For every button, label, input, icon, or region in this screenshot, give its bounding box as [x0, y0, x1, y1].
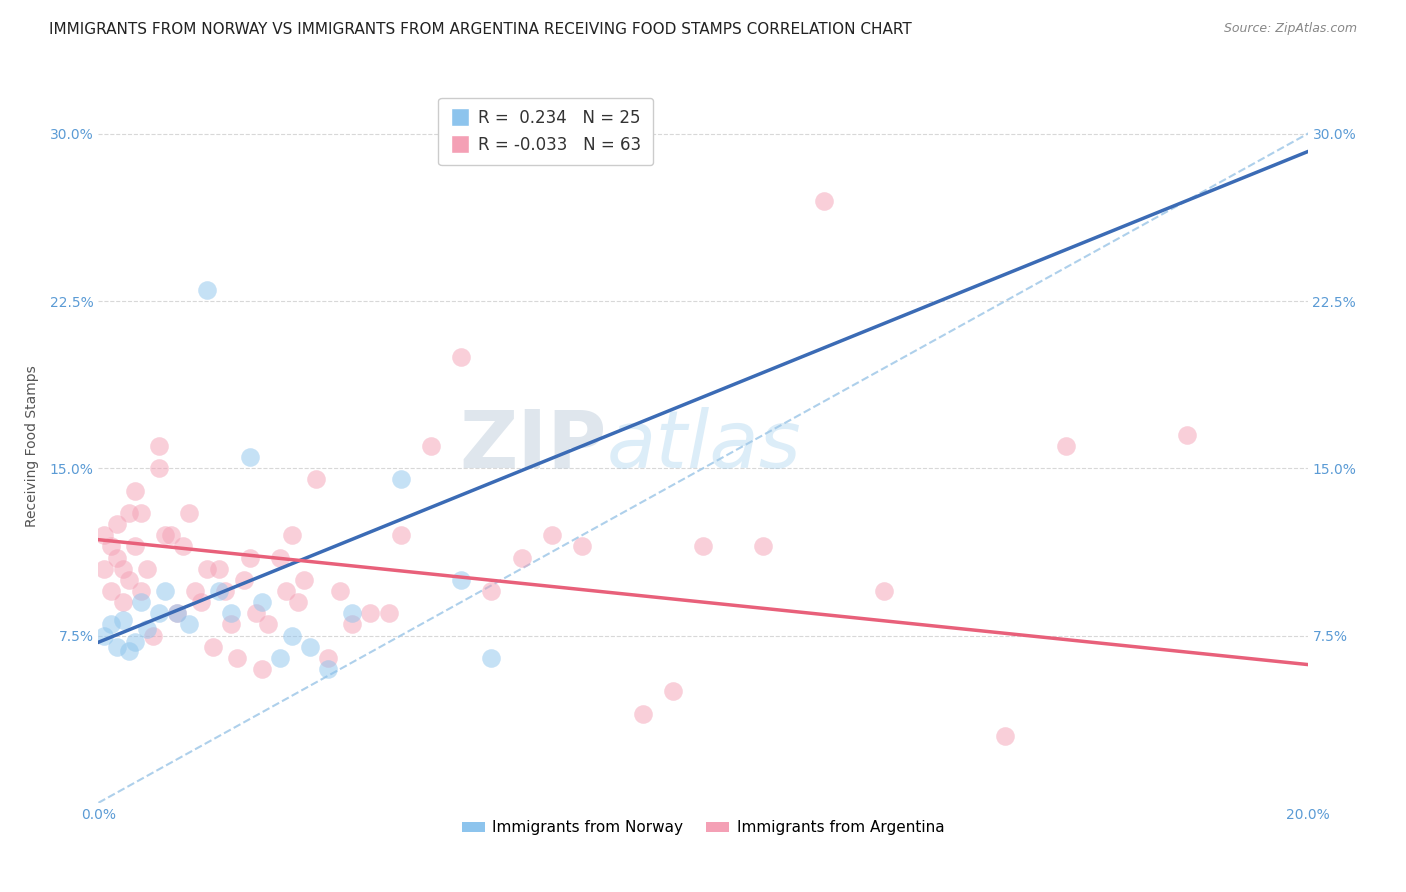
- Point: [208, 562, 231, 576]
- Point: [305, 473, 328, 487]
- Point: [179, 617, 201, 632]
- Point: [329, 583, 352, 598]
- Point: [342, 607, 364, 621]
- Point: [118, 644, 141, 658]
- Point: [100, 617, 122, 632]
- Point: [281, 628, 304, 642]
- Point: [208, 583, 231, 598]
- Point: [292, 573, 315, 587]
- Point: [105, 516, 128, 531]
- Point: [420, 439, 443, 453]
- Point: [93, 528, 115, 542]
- Y-axis label: Receiving Food Stamps: Receiving Food Stamps: [24, 365, 38, 527]
- Point: [250, 662, 273, 676]
- Point: [105, 640, 128, 654]
- Point: [153, 583, 176, 598]
- Point: [299, 640, 322, 654]
- Point: [148, 461, 170, 475]
- Text: ZIP: ZIP: [458, 407, 606, 485]
- Point: [118, 506, 141, 520]
- Point: [450, 573, 472, 587]
- Point: [184, 583, 207, 598]
- Point: [1175, 427, 1198, 442]
- Point: [148, 439, 170, 453]
- Text: IMMIGRANTS FROM NORWAY VS IMMIGRANTS FROM ARGENTINA RECEIVING FOOD STAMPS CORREL: IMMIGRANTS FROM NORWAY VS IMMIGRANTS FRO…: [49, 22, 912, 37]
- Point: [239, 450, 262, 464]
- Point: [100, 539, 122, 553]
- Point: [481, 651, 503, 665]
- Point: [124, 483, 146, 498]
- Point: [1054, 439, 1077, 453]
- Point: [377, 607, 399, 621]
- Point: [752, 539, 775, 553]
- Point: [281, 528, 304, 542]
- Point: [179, 506, 201, 520]
- Point: [172, 539, 194, 553]
- Point: [510, 550, 533, 565]
- Point: [118, 573, 141, 587]
- Point: [631, 706, 654, 721]
- Point: [129, 506, 152, 520]
- Point: [540, 528, 562, 542]
- Point: [153, 528, 176, 542]
- Point: [195, 283, 218, 297]
- Point: [111, 562, 134, 576]
- Point: [124, 539, 146, 553]
- Point: [100, 583, 122, 598]
- Point: [221, 617, 243, 632]
- Point: [692, 539, 714, 553]
- Point: [274, 583, 297, 598]
- Point: [360, 607, 382, 621]
- Point: [214, 583, 236, 598]
- Point: [316, 662, 339, 676]
- Point: [135, 622, 157, 636]
- Point: [232, 573, 254, 587]
- Point: [226, 651, 249, 665]
- Point: [221, 607, 243, 621]
- Point: [93, 628, 115, 642]
- Point: [105, 550, 128, 565]
- Point: [389, 473, 412, 487]
- Point: [190, 595, 212, 609]
- Point: [245, 607, 267, 621]
- Point: [389, 528, 412, 542]
- Point: [166, 607, 188, 621]
- Point: [256, 617, 278, 632]
- Point: [111, 595, 134, 609]
- Text: atlas: atlas: [606, 407, 801, 485]
- Point: [481, 583, 503, 598]
- Point: [316, 651, 339, 665]
- Point: [142, 628, 165, 642]
- Text: Source: ZipAtlas.com: Source: ZipAtlas.com: [1223, 22, 1357, 36]
- Legend: Immigrants from Norway, Immigrants from Argentina: Immigrants from Norway, Immigrants from …: [456, 814, 950, 841]
- Point: [269, 651, 291, 665]
- Point: [269, 550, 291, 565]
- Point: [124, 635, 146, 649]
- Point: [661, 684, 683, 698]
- Point: [250, 595, 273, 609]
- Point: [148, 607, 170, 621]
- Point: [287, 595, 309, 609]
- Point: [873, 583, 896, 598]
- Point: [166, 607, 188, 621]
- Point: [129, 595, 152, 609]
- Point: [202, 640, 225, 654]
- Point: [129, 583, 152, 598]
- Point: [135, 562, 157, 576]
- Point: [239, 550, 262, 565]
- Point: [571, 539, 593, 553]
- Point: [450, 350, 472, 364]
- Point: [994, 729, 1017, 743]
- Point: [160, 528, 183, 542]
- Point: [342, 617, 364, 632]
- Point: [195, 562, 218, 576]
- Point: [93, 562, 115, 576]
- Point: [111, 613, 134, 627]
- Point: [813, 194, 835, 208]
